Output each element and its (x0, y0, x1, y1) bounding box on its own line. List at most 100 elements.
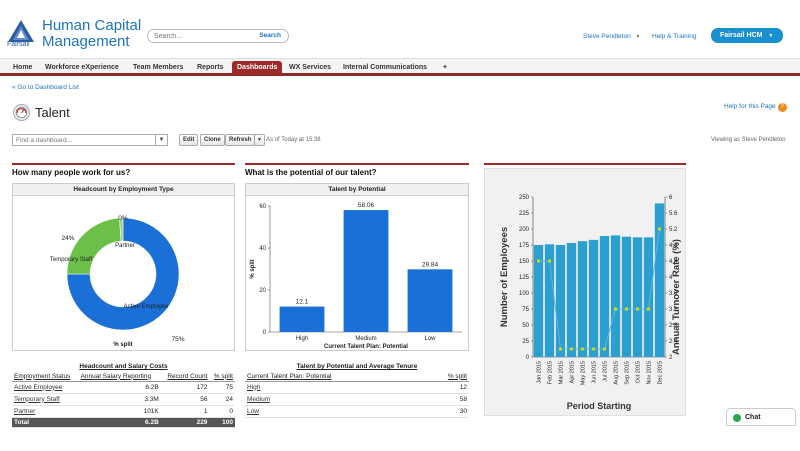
y2-tick-label: 4.4 (669, 259, 678, 265)
column-header[interactable]: Annual Salary Reporting (78, 372, 161, 382)
bar (599, 236, 610, 357)
column-header[interactable]: Record Count (160, 372, 210, 382)
column-header[interactable]: % split (422, 372, 469, 382)
y2-tick-label: 5.6 (669, 211, 678, 217)
bar (654, 203, 665, 357)
y2-tick-label: 6 (669, 195, 673, 201)
tab-team-members[interactable]: Team Members (133, 64, 184, 71)
y-tick-label: 40 (259, 246, 266, 252)
table-cell: 75 (209, 381, 235, 394)
potential-chart-widget[interactable]: Talent by Potential 0 20 40 60 12.1 High 58.06… (245, 183, 469, 351)
y-tick-label: 75 (522, 307, 529, 313)
table-cell: 6.2B (78, 381, 161, 394)
bar-value-label: 58.06 (358, 202, 375, 209)
tab-workforce-experience[interactable]: Workforce eXperience (45, 64, 119, 71)
y-tick-label: 0 (263, 330, 267, 336)
row-link[interactable]: Low (245, 405, 423, 418)
x-tick-label: Jul 2015 (603, 361, 609, 382)
chevron-down-icon[interactable]: ▼ (155, 135, 167, 145)
slice-name-label: Partner (115, 243, 135, 249)
headcount-chart-widget[interactable]: Headcount by Employment Type 75% Active E… (12, 183, 235, 351)
help-for-this-page-link[interactable]: Help for this Page? (724, 103, 787, 112)
app-title: Human Capital Management (42, 18, 141, 50)
app-header: Fairsail Human Capital Management Search… (0, 0, 800, 56)
table-cell: 12 (422, 381, 469, 394)
chat-button[interactable]: Chat (726, 408, 796, 426)
chat-label: Chat (745, 414, 761, 421)
clone-button[interactable]: Clone (200, 134, 225, 146)
y2-tick-label: 4 (669, 275, 673, 281)
slice-name-label: Active Employee (124, 304, 169, 310)
search-input[interactable] (154, 31, 254, 42)
row-link[interactable]: Partner (12, 405, 79, 418)
user-menu[interactable]: Steve Pendleton ▼ (583, 33, 640, 40)
table-row: Temporary Staff 3.3M 56 24 (12, 393, 235, 406)
turnover-point (614, 307, 617, 311)
tab-dashboards[interactable]: Dashboards (232, 61, 283, 75)
column-header[interactable]: Current Talent Plan: Potential (245, 372, 423, 382)
y-tick-label: 25 (522, 339, 529, 345)
row-link[interactable]: High (245, 381, 423, 394)
headcount-table: Employment Status Annual Salary Reportin… (12, 372, 235, 428)
donut-chart: 75% Active Employee 24% Temporary Staff 0% Pa… (50, 215, 185, 348)
y-tick-label: 150 (519, 259, 530, 265)
panel-divider (245, 163, 469, 165)
turnover-point (636, 307, 639, 311)
edit-button[interactable]: Edit (179, 134, 199, 146)
y2-tick-label: 3.6 (669, 291, 678, 297)
table-cell: Total (12, 417, 79, 428)
fairsail-logo-icon[interactable] (6, 18, 36, 52)
refresh-button[interactable]: Refresh (225, 134, 256, 146)
bar (544, 244, 555, 357)
bar (279, 306, 325, 332)
tab-reports[interactable]: Reports (197, 64, 224, 71)
y-tick-label: 125 (519, 275, 530, 281)
bar (643, 237, 654, 357)
refresh-menu-chevron-icon[interactable]: ▼ (254, 134, 265, 146)
question-icon: ? (777, 103, 787, 112)
potential-table-title: Talent by Potential and Average Tenure (296, 363, 418, 370)
tab-home[interactable]: Home (13, 64, 33, 71)
table-cell: 6.2B (78, 417, 161, 428)
x-tick-label: Jan 2015 (537, 361, 543, 384)
bar (407, 269, 453, 332)
table-cell: 101K (78, 405, 161, 418)
add-tab-button[interactable]: + (443, 64, 448, 71)
bar (621, 236, 632, 357)
turnover-point (537, 259, 540, 263)
app-switcher-button[interactable]: Fairsail HCM ▼ (711, 28, 783, 43)
as-of-timestamp: As of Today at 15:38 (266, 137, 321, 143)
y-tick-label: 250 (519, 195, 530, 201)
table-row: High 12 (245, 381, 469, 394)
panel-divider (484, 163, 686, 165)
help-training-link[interactable]: Help & Training (652, 33, 697, 40)
employees-turnover-chart-widget[interactable]: 0 25 50 75 100 125 150 175 200 225 250 2 2.4 2.8 3.2 3.… (484, 168, 686, 416)
y-tick-label: 225 (519, 211, 530, 217)
find-dashboard-input[interactable] (16, 135, 154, 145)
turnover-point (658, 227, 661, 231)
x-tick-label: Sep 2015 (625, 361, 631, 385)
column-header[interactable]: % split (209, 372, 235, 382)
panel-heading-potential: What is the potential of our talent? (245, 168, 377, 177)
tab-internal-communications[interactable]: Internal Communications (343, 64, 428, 71)
turnover-point (559, 347, 562, 351)
row-link[interactable]: Temporary Staff (12, 393, 79, 406)
panel-divider (12, 163, 235, 165)
table-cell: 24 (209, 393, 235, 406)
row-link[interactable]: Active Employee (12, 381, 79, 394)
search-button[interactable]: Search (259, 32, 281, 39)
back-to-dashboard-list-link[interactable]: « Go to Dashboard List (12, 84, 79, 91)
slice-percent-label: 0% (118, 215, 128, 222)
tab-wx-services[interactable]: WX Services (289, 64, 332, 71)
x-axis-label: % split (113, 342, 132, 348)
bar (632, 237, 643, 357)
row-link[interactable]: Medium (245, 393, 423, 406)
x-axis-label: Current Talent Plan: Potential (324, 344, 408, 350)
table-cell: 1 (160, 405, 210, 418)
y2-tick-label: 2 (669, 355, 673, 361)
table-cell: 229 (160, 417, 210, 428)
y-tick-label: 100 (519, 291, 530, 297)
table-row: Low 30 (245, 405, 469, 418)
column-header[interactable]: Employment Status (12, 372, 79, 382)
table-total-row: Total 6.2B 229 100 (12, 417, 235, 428)
